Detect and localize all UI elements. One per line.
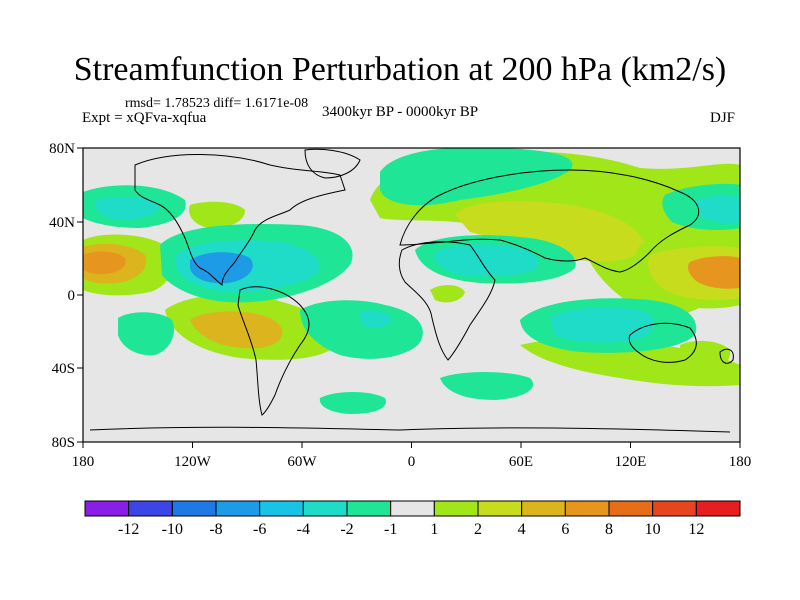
lon-tick-label: 60E — [509, 454, 533, 470]
colorbar-label: -1 — [384, 521, 397, 538]
colorbar-box — [433, 500, 479, 517]
colorbar-label: -10 — [162, 521, 183, 538]
contour-region — [550, 307, 654, 343]
colorbar-box — [346, 500, 392, 517]
colorbar-label: -8 — [209, 521, 222, 538]
colorbar-label: 4 — [518, 521, 526, 538]
contour-region — [83, 251, 126, 275]
colorbar-box — [84, 500, 130, 517]
contour-fields — [83, 148, 740, 433]
colorbar-label: 2 — [474, 521, 482, 538]
colorbar-label: 10 — [645, 521, 661, 538]
contour-region — [319, 392, 386, 414]
colorbar-label: 12 — [688, 521, 704, 538]
longitude-labels: 180 120W 60W 0 60E 120E 180 — [72, 454, 752, 470]
lon-tick-label: 60W — [287, 454, 317, 470]
contour-region — [300, 300, 423, 359]
colorbar-label: -4 — [297, 521, 310, 538]
colorbar-box — [695, 500, 741, 517]
colorbar-box — [171, 500, 217, 517]
lon-tick-label: 0 — [408, 454, 416, 470]
lat-tick-label: 80S — [52, 435, 75, 451]
contour-region — [190, 252, 253, 284]
colorbar-box — [259, 500, 304, 517]
period-label: 3400kyr BP - 0000kyr BP — [322, 104, 479, 120]
lon-tick-label: 120W — [174, 454, 212, 470]
colorbar-boxes — [84, 500, 741, 517]
colorbar-box — [215, 500, 261, 517]
latitude-labels: 80N 40N 0 40S 80S — [49, 141, 75, 451]
contour-region — [430, 284, 465, 303]
contour-region — [189, 201, 245, 228]
lon-tick-label: 120E — [615, 454, 647, 470]
lat-tick-label: 80N — [49, 141, 75, 157]
coastlines — [89, 148, 734, 433]
colorbar-labels: -12 -10 -8 -6 -4 -2 -1 1 2 4 6 8 10 12 — [118, 521, 704, 538]
colorbar-box — [128, 500, 173, 517]
colorbar-label: 1 — [430, 521, 438, 538]
season-label: DJF — [710, 110, 736, 126]
colorbar-box — [652, 500, 697, 517]
colorbar-box — [608, 500, 654, 517]
colorbar-box — [477, 500, 523, 517]
contour-region — [94, 196, 160, 220]
lon-tick-label: 180 — [72, 454, 95, 470]
lat-tick-label: 0 — [68, 288, 76, 304]
contour-region — [434, 244, 539, 277]
colorbar-box — [390, 500, 435, 517]
stats-text: rmsd= 1.78523 diff= 1.6171e-08 — [125, 96, 309, 111]
colorbar-label: -2 — [340, 521, 353, 538]
lat-tick-label: 40S — [52, 361, 75, 377]
contour-region — [380, 148, 573, 206]
colorbar-box — [302, 500, 348, 517]
plot-title: Streamfunction Perturbation at 200 hPa (… — [73, 51, 727, 88]
map-ticks — [77, 147, 741, 448]
contour-region — [687, 256, 740, 289]
colorbar-box — [521, 500, 566, 517]
colorbar-label: -12 — [118, 521, 139, 538]
colorbar-label: 8 — [605, 521, 613, 538]
lat-tick-label: 40N — [49, 215, 75, 231]
contour-region — [190, 311, 283, 349]
contour-region — [440, 372, 534, 400]
contour-region — [360, 310, 392, 328]
colorbar-box — [564, 500, 610, 517]
contour-region — [118, 312, 175, 356]
colorbar-label: -6 — [253, 521, 266, 538]
contour-region — [455, 201, 645, 262]
contour-region — [680, 340, 731, 370]
contour-region — [695, 195, 740, 224]
colorbar-label: 6 — [561, 521, 569, 538]
lon-tick-label: 180 — [729, 454, 752, 470]
experiment-label: Expt = xQFva-xqfua — [82, 110, 207, 126]
